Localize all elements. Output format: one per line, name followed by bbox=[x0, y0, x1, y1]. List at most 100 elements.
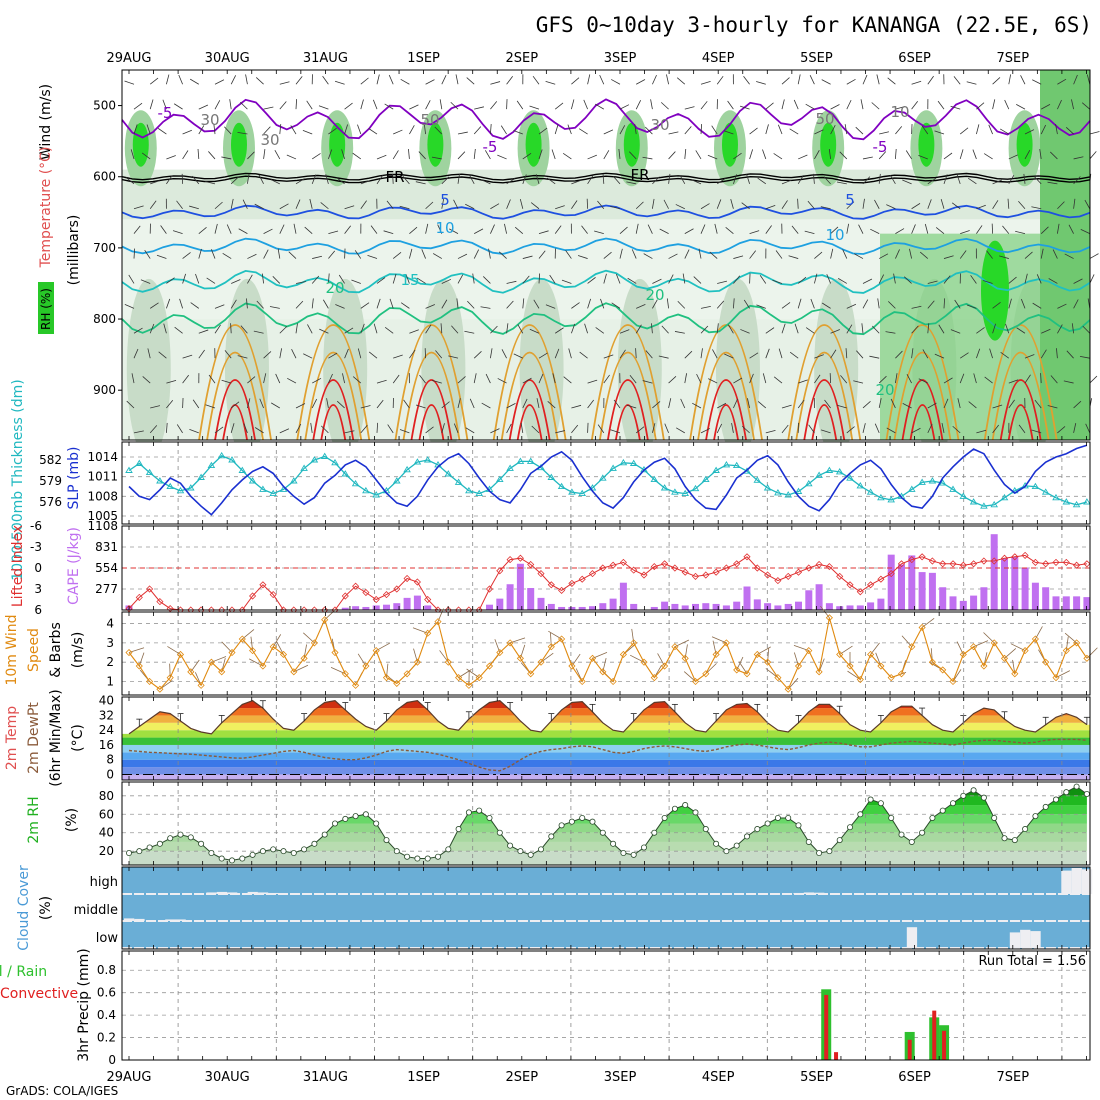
li-marker bbox=[1011, 553, 1019, 561]
wind-barb bbox=[1039, 148, 1042, 160]
wind-barb bbox=[506, 76, 514, 85]
cape-bar bbox=[578, 606, 586, 610]
ylabel-thickness: 1000-500mb Thickness (dm) bbox=[10, 379, 26, 580]
date-label-bottom: 5SEP bbox=[800, 1070, 833, 1085]
wind-barb bbox=[643, 253, 653, 259]
cloud-cell bbox=[247, 891, 258, 894]
wind-barb bbox=[846, 426, 855, 434]
wind-barb bbox=[895, 249, 900, 259]
ylabel-convective: Convective bbox=[0, 986, 78, 1002]
cloud-cell bbox=[1071, 868, 1082, 894]
thickness-marker bbox=[691, 484, 700, 492]
wind-barb bbox=[587, 379, 598, 384]
contour-label: 15 bbox=[400, 271, 419, 289]
contour-label: 20 bbox=[875, 381, 894, 399]
wind-barb bbox=[679, 174, 686, 185]
wind-barb bbox=[328, 373, 333, 384]
rh-marker bbox=[445, 846, 452, 853]
wind-barb bbox=[1004, 99, 1010, 110]
wind-barb bbox=[629, 374, 637, 384]
wind-barb bbox=[895, 350, 903, 359]
rh-marker bbox=[476, 807, 483, 814]
wind-barb bbox=[634, 124, 637, 135]
wind-speed-marker bbox=[455, 674, 463, 682]
wind-barb bbox=[905, 150, 912, 160]
wind-barb bbox=[1089, 274, 1095, 284]
wind-barb bbox=[943, 275, 951, 284]
wind-barb bbox=[344, 348, 349, 359]
wind-barb bbox=[538, 273, 541, 284]
wind-barb bbox=[456, 298, 459, 309]
wind-speed-marker bbox=[125, 648, 133, 657]
rh-marker bbox=[836, 837, 843, 844]
wind-barb bbox=[1071, 323, 1074, 334]
wind-barb bbox=[157, 128, 167, 135]
wind-barb bbox=[950, 329, 961, 334]
li-marker bbox=[681, 568, 689, 576]
contour-label: -5 bbox=[158, 104, 173, 122]
wind-barb bbox=[482, 276, 491, 284]
wind-barb bbox=[877, 298, 880, 309]
wind-barb bbox=[466, 77, 475, 85]
li-marker bbox=[702, 571, 710, 579]
wind-barb bbox=[684, 126, 692, 135]
wind-barb bbox=[791, 225, 799, 234]
wind-barb bbox=[886, 204, 896, 210]
wind-barb bbox=[497, 378, 507, 384]
li-marker bbox=[815, 560, 823, 569]
wind-speed-marker bbox=[166, 674, 174, 682]
wind-barb bbox=[1015, 230, 1026, 235]
wind-barb bbox=[547, 401, 556, 409]
wind-barb bbox=[716, 300, 725, 309]
wind-barb bbox=[263, 228, 273, 235]
slp-frame bbox=[121, 441, 1091, 525]
wind-barb bbox=[224, 350, 232, 359]
wind-barb bbox=[336, 400, 345, 409]
wind-barb bbox=[1064, 253, 1074, 259]
cape-bar bbox=[537, 597, 545, 610]
wind-barb bbox=[130, 149, 135, 160]
wind-barb bbox=[879, 253, 889, 259]
wind-barb bbox=[434, 126, 443, 135]
cloud-cell bbox=[1061, 870, 1072, 894]
wind-barb bbox=[352, 152, 362, 160]
rh-marker bbox=[177, 831, 184, 838]
wind-barb bbox=[837, 404, 847, 409]
wind-barb bbox=[214, 201, 223, 210]
wind-barb bbox=[603, 273, 607, 284]
wind-barb bbox=[425, 223, 429, 234]
wind-barb bbox=[258, 174, 264, 185]
wind-barb bbox=[1055, 124, 1058, 135]
wind-barb bbox=[879, 131, 890, 135]
temp-band bbox=[122, 767, 1090, 775]
wind-barb bbox=[1049, 151, 1058, 160]
li-marker bbox=[661, 560, 669, 568]
wind-barb bbox=[954, 299, 961, 309]
rh-marker bbox=[517, 848, 524, 855]
wind-barb bbox=[941, 423, 945, 433]
wind-barb bbox=[1086, 74, 1091, 85]
wind-barb bbox=[627, 277, 637, 284]
date-label-bottom: 2SEP bbox=[506, 1070, 539, 1085]
rh-marker bbox=[599, 829, 606, 836]
contour-label: 5 bbox=[845, 191, 855, 209]
wind-barb bbox=[376, 298, 381, 309]
wind-barb bbox=[189, 78, 200, 85]
li-marker bbox=[372, 595, 380, 604]
wind-barb bbox=[506, 403, 516, 409]
li-marker bbox=[1021, 551, 1029, 559]
wind-barb bbox=[989, 348, 993, 359]
temp-tick: 0 bbox=[106, 767, 114, 781]
wind-barb bbox=[821, 302, 831, 309]
wind-barb bbox=[328, 127, 337, 135]
wind-speed-marker bbox=[980, 662, 988, 670]
thickness-marker bbox=[290, 477, 298, 484]
wind-barb bbox=[814, 374, 821, 384]
contour-label: 20 bbox=[645, 286, 664, 304]
wind-barb bbox=[992, 301, 1001, 309]
wind-speed-marker bbox=[197, 681, 205, 689]
wind-barb bbox=[247, 376, 256, 384]
thickness-marker bbox=[207, 461, 216, 469]
wind-barb bbox=[174, 326, 183, 334]
